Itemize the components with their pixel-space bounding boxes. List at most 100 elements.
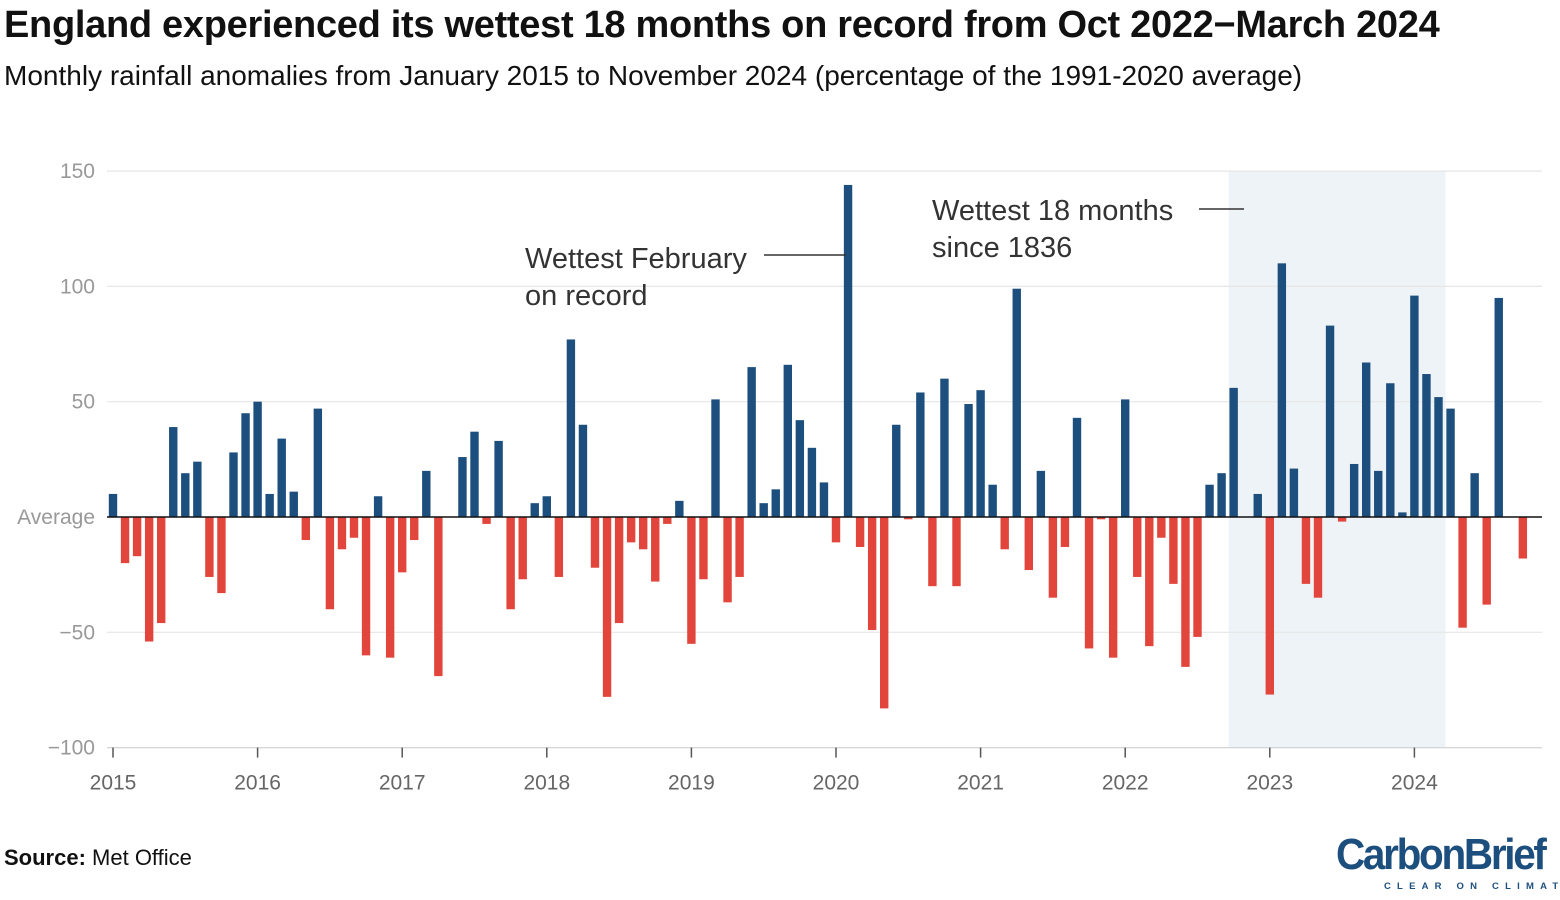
bar <box>916 392 925 517</box>
bar <box>699 517 708 580</box>
bar <box>663 517 672 524</box>
logo-tagline: CLEAR ON CLIMATE <box>1384 881 1560 892</box>
bar <box>1265 517 1274 695</box>
y-tick-label: 100 <box>60 275 95 298</box>
bar <box>1374 470 1383 517</box>
bar <box>554 517 564 577</box>
bar <box>1253 493 1262 517</box>
x-tick-label: 2022 <box>1102 772 1149 795</box>
chart-subtitle: Monthly rainfall anomalies from January … <box>4 60 1303 91</box>
bar <box>651 517 660 582</box>
bar <box>169 427 178 517</box>
x-tick-label: 2018 <box>523 772 570 795</box>
y-tick-label: Average <box>17 506 95 529</box>
bar <box>988 484 997 517</box>
bar <box>229 452 238 517</box>
annotation-line: on record <box>525 280 648 312</box>
bar <box>1458 517 1467 628</box>
bar <box>964 404 973 517</box>
x-tick-label: 2019 <box>668 772 715 795</box>
bar <box>205 517 214 577</box>
bar <box>687 517 696 644</box>
bar <box>771 489 780 517</box>
bar <box>807 447 817 517</box>
annotation-line: since 1836 <box>932 232 1072 264</box>
bar <box>1313 517 1323 598</box>
source-label: Source: <box>4 845 86 870</box>
bar <box>120 517 130 564</box>
bar <box>289 491 298 517</box>
source-note: Source: Met Office <box>4 845 192 871</box>
bar <box>1036 470 1046 517</box>
bar <box>422 470 431 517</box>
bar <box>1012 288 1021 517</box>
bar <box>458 457 467 517</box>
bar <box>843 184 853 517</box>
bar <box>855 517 865 547</box>
bar <box>1301 517 1311 584</box>
bar <box>518 517 527 580</box>
bar <box>241 413 250 517</box>
bar <box>1133 517 1142 577</box>
bar <box>181 473 190 517</box>
bar <box>1024 517 1033 571</box>
bar <box>1108 517 1118 658</box>
bar <box>759 503 768 517</box>
highlight-band <box>1228 171 1446 748</box>
bar <box>1060 517 1070 547</box>
bar <box>1337 517 1347 522</box>
bar <box>1193 517 1202 637</box>
bar <box>132 517 142 557</box>
bar <box>1096 517 1106 520</box>
bar <box>892 424 901 517</box>
bar <box>385 517 395 658</box>
bar <box>711 399 720 517</box>
x-tick-label: 2016 <box>234 772 281 795</box>
bar <box>1386 383 1395 517</box>
bar <box>940 378 949 517</box>
x-tick-label: 2017 <box>379 772 426 795</box>
bar <box>482 517 491 524</box>
bar <box>253 401 262 517</box>
bar <box>108 493 118 517</box>
bar <box>1446 408 1455 517</box>
bar <box>1181 517 1190 667</box>
bar <box>337 517 347 550</box>
carbonbrief-logo: CarbonBrief CLEAR ON CLIMATE <box>1336 830 1560 892</box>
bar <box>675 500 684 517</box>
x-tick-label: 2021 <box>957 772 1004 795</box>
bar <box>398 517 407 573</box>
bar <box>313 408 323 517</box>
x-tick-label: 2015 <box>90 772 137 795</box>
bar <box>1362 362 1371 517</box>
bar <box>1217 473 1226 517</box>
bar <box>434 517 443 677</box>
bar <box>819 482 829 517</box>
bar <box>506 517 515 610</box>
bar <box>1048 517 1058 598</box>
bar <box>1398 512 1407 517</box>
bar <box>1410 295 1419 517</box>
bar <box>614 517 624 624</box>
y-tick-label: −100 <box>48 737 95 760</box>
bar <box>867 517 877 630</box>
bar <box>217 517 226 594</box>
chart-title: England experienced its wettest 18 month… <box>4 4 1440 46</box>
bar <box>795 420 805 517</box>
logo-wordmark: CarbonBrief <box>1336 830 1547 879</box>
source-text: Met Office <box>85 845 192 870</box>
bar <box>373 496 383 517</box>
y-tick-label: 50 <box>72 391 95 414</box>
bar <box>747 367 756 517</box>
bar <box>976 390 985 517</box>
bar <box>144 517 154 642</box>
bar <box>783 364 792 517</box>
bar <box>277 438 286 517</box>
bar <box>1434 397 1443 517</box>
bar <box>410 517 419 541</box>
bar <box>880 517 889 709</box>
bar <box>1422 374 1431 517</box>
bar <box>1470 473 1479 517</box>
bar <box>494 440 503 517</box>
